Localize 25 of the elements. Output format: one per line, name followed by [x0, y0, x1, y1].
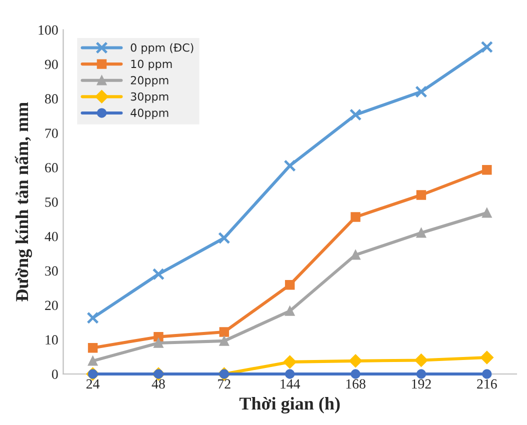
y-tick-label: 0 — [52, 370, 58, 379]
x-tick-label: 168 — [346, 379, 366, 389]
y-tick-label: 90 — [44, 60, 58, 70]
y-tick-label: 70 — [45, 128, 58, 138]
y-tick-label: 80 — [45, 94, 58, 104]
x-tick-label: 72 — [218, 379, 230, 388]
legend-label: 40ppm — [130, 108, 168, 120]
y-tick-label: 50 — [45, 197, 58, 207]
x-tick-label: 24 — [86, 379, 100, 388]
y-tick-label: 10 — [46, 335, 58, 345]
legend-label: 0 ppm (ĐC) — [130, 43, 194, 54]
legend-label: 30ppm — [130, 92, 168, 103]
legend-label: 20ppm — [130, 76, 168, 87]
x-tick-label: 144 — [280, 379, 300, 388]
y-axis-title: Đường kính tản nấm, mm — [14, 102, 32, 302]
x-tick-label: 192 — [412, 379, 431, 389]
y-tick-label: 60 — [45, 163, 58, 172]
x-axis-title: Thời gian (h) — [239, 397, 340, 414]
y-tick-label: 40 — [44, 232, 58, 242]
y-tick-label: 100 — [38, 25, 58, 35]
legend-label: 10 ppm — [131, 60, 172, 70]
x-tick-label: 216 — [477, 379, 497, 389]
y-tick-label: 20 — [45, 300, 58, 310]
x-tick-label: 48 — [152, 379, 165, 389]
y-tick-label: 30 — [45, 266, 58, 276]
